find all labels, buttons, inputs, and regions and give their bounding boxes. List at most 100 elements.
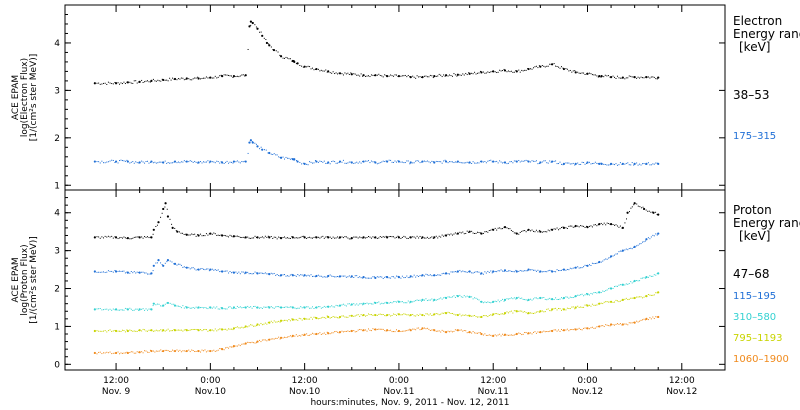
- p-data-point: [374, 276, 377, 280]
- p-data-dot: [466, 315, 468, 317]
- e-data-dot: [614, 164, 616, 166]
- p-data-dot: [244, 273, 246, 275]
- p-data-dot: [616, 225, 618, 227]
- p-data-dot: [538, 229, 540, 231]
- e-data-dot: [155, 80, 157, 82]
- p-data-dot: [462, 314, 464, 316]
- p-data-dot: [133, 236, 135, 238]
- e-data-dot: [148, 81, 150, 83]
- p-data-dot: [522, 230, 524, 232]
- p-data-dot: [510, 270, 512, 272]
- p-data-dot: [319, 237, 321, 239]
- p-data-dot: [148, 273, 150, 275]
- p-data-dot: [144, 350, 146, 352]
- p-data-dot: [166, 261, 168, 263]
- p-data-dot: [651, 211, 653, 213]
- p-data-dot: [348, 315, 350, 317]
- p-data-dot: [258, 324, 260, 326]
- p-data-dot: [325, 333, 327, 335]
- p-data-dot: [479, 316, 481, 318]
- p-data-dot: [401, 236, 403, 238]
- e-series-1: [93, 139, 660, 166]
- p-data-dot: [179, 349, 181, 351]
- e-data-dot: [109, 160, 111, 162]
- p-data-dot: [381, 302, 383, 304]
- e-data-dot: [488, 160, 490, 162]
- e-data-dot: [263, 37, 265, 39]
- p-data-dot: [428, 237, 430, 239]
- p-data-point: [256, 340, 259, 343]
- p-data-point: [657, 213, 660, 216]
- p-data-dot: [488, 334, 490, 336]
- e-data-point: [551, 63, 554, 66]
- e-data-dot: [390, 159, 392, 161]
- p-data-dot: [101, 353, 103, 355]
- p-series-4: [93, 315, 660, 355]
- p-data-dot: [254, 271, 256, 273]
- p-data-dot: [406, 330, 408, 332]
- p-data-dot: [126, 329, 128, 331]
- p-data-dot: [558, 229, 560, 231]
- p-data-dot: [471, 315, 473, 317]
- p-data-dot: [144, 329, 146, 331]
- p-data-dot: [201, 349, 203, 351]
- p-data-dot: [372, 314, 374, 316]
- p-data-dot: [272, 273, 274, 275]
- p-data-dot: [615, 285, 617, 287]
- e-data-dot: [107, 161, 109, 163]
- e-data-dot: [225, 74, 227, 76]
- p-data-dot: [270, 338, 272, 340]
- p-data-dot: [353, 236, 355, 238]
- e-data-dot: [509, 161, 511, 163]
- p-data-dot: [256, 272, 258, 274]
- p-data-dot: [279, 306, 281, 308]
- p-data-point: [162, 304, 165, 307]
- p-data-dot: [309, 236, 311, 238]
- e-data-dot: [247, 48, 249, 50]
- p-data-dot: [99, 271, 101, 273]
- p-data-dot: [594, 262, 596, 264]
- p-data-dot: [211, 233, 213, 235]
- p-data-dot: [591, 326, 593, 328]
- p-data-dot: [180, 232, 182, 234]
- p-data-dot: [543, 330, 545, 332]
- e-data-dot: [465, 72, 467, 74]
- p-data-dot: [275, 236, 277, 238]
- p-data-dot: [99, 237, 101, 239]
- e-data-dot: [521, 160, 523, 162]
- p-data-dot: [572, 267, 574, 269]
- e-data-dot: [419, 76, 421, 78]
- e-data-dot: [220, 161, 222, 163]
- p-data-dot: [435, 274, 437, 276]
- p-data-dot: [538, 271, 540, 273]
- p-data-dot: [631, 322, 633, 324]
- p-data-dot: [382, 303, 384, 305]
- p-data-dot: [479, 273, 481, 275]
- p-data-point: [327, 274, 330, 278]
- p-data-dot: [627, 299, 629, 301]
- e-data-dot: [194, 77, 196, 79]
- p-data-dot: [320, 307, 322, 309]
- p-data-dot: [200, 233, 202, 235]
- e-data-dot: [267, 152, 269, 154]
- p-data-dot: [250, 273, 252, 275]
- e-data-dot: [449, 161, 451, 163]
- e-data-point: [609, 76, 613, 79]
- p-data-dot: [161, 264, 163, 266]
- p-data-dot: [256, 325, 258, 327]
- p-data-dot: [123, 352, 125, 354]
- p-data-dot: [419, 299, 421, 301]
- p-data-dot: [628, 322, 630, 324]
- p-data-dot: [588, 264, 590, 266]
- p-data-dot: [133, 352, 135, 354]
- p-data-dot: [586, 225, 588, 227]
- p-data-dot: [303, 275, 305, 277]
- e-data-dot: [189, 79, 191, 81]
- p-data-dot: [639, 280, 641, 282]
- p-data-dot: [309, 318, 311, 320]
- p-data-dot: [549, 330, 551, 332]
- p-data-dot: [106, 236, 108, 238]
- p-data-dot: [583, 266, 585, 268]
- p-data-dot: [96, 308, 98, 310]
- p-data-dot: [626, 218, 627, 220]
